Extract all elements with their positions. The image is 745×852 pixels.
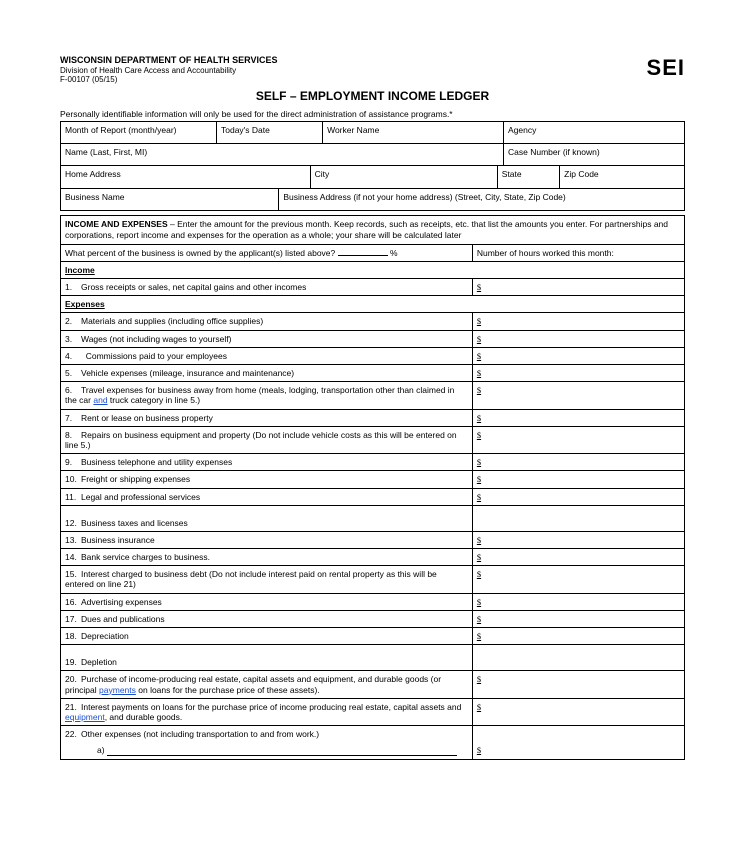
field-business-name[interactable]: Business Name — [61, 189, 279, 211]
line-3: 3.Wages (not including wages to yourself… — [61, 330, 473, 347]
field-business-address[interactable]: Business Address (if not your home addre… — [279, 189, 685, 211]
line-8-amount[interactable]: $ — [472, 426, 684, 453]
line-22a-blank[interactable] — [107, 755, 457, 756]
line-20-amount[interactable]: $ — [472, 671, 684, 698]
line-4-amount[interactable]: $ — [472, 347, 684, 364]
form-code: SEI — [647, 55, 685, 81]
line-20: 20.Purchase of income-producing real est… — [61, 671, 473, 698]
percent-question-text: What percent of the business is owned by… — [65, 248, 335, 258]
line-18: 18.Depreciation — [61, 628, 473, 645]
line-13-amount[interactable]: $ — [472, 531, 684, 548]
line-18-amount[interactable]: $ — [472, 628, 684, 645]
line-14-amount[interactable]: $ — [472, 549, 684, 566]
field-todays-date[interactable]: Today's Date — [217, 121, 323, 143]
line-13: 13.Business insurance — [61, 531, 473, 548]
line-6-amount[interactable]: $ — [472, 382, 684, 409]
field-month-of-report[interactable]: Month of Report (month/year) — [61, 121, 217, 143]
line-14: 14.Bank service charges to business. — [61, 549, 473, 566]
field-state[interactable]: State — [497, 166, 559, 188]
line-16-amount[interactable]: $ — [472, 593, 684, 610]
line-4: 4. Commissions paid to your employees — [61, 347, 473, 364]
line-22a-amount[interactable]: $ — [472, 742, 684, 759]
pii-note: Personally identifiable information will… — [60, 109, 685, 119]
division-name: Division of Health Care Access and Accou… — [60, 66, 278, 76]
line-15: 15.Interest charged to business debt (Do… — [61, 566, 473, 593]
line-7: 7.Rent or lease on business property — [61, 409, 473, 426]
document-page: WISCONSIN DEPARTMENT OF HEALTH SERVICES … — [0, 0, 745, 780]
percent-blank[interactable] — [338, 255, 388, 256]
applicant-info-table: Month of Report (month/year) Today's Dat… — [60, 121, 685, 144]
name-row: Name (Last, First, MI) Case Number (if k… — [60, 144, 685, 167]
field-home-address[interactable]: Home Address — [61, 166, 311, 188]
line-22a: a) — [61, 742, 473, 759]
expenses-label: Expenses — [61, 296, 685, 313]
line-15-amount[interactable]: $ — [472, 566, 684, 593]
field-case-number[interactable]: Case Number (if known) — [504, 144, 685, 166]
section-heading: INCOME AND EXPENSES – Enter the amount f… — [61, 216, 685, 244]
line-5: 5.Vehicle expenses (mileage, insurance a… — [61, 365, 473, 382]
line-11-amount[interactable]: $ — [472, 488, 684, 505]
line-6: 6.Travel expenses for business away from… — [61, 382, 473, 409]
income-expenses-section: INCOME AND EXPENSES – Enter the amount f… — [60, 215, 685, 759]
line-17: 17.Dues and publications — [61, 610, 473, 627]
line-12-amount[interactable] — [472, 505, 684, 531]
line-22: 22.Other expenses (not including transpo… — [61, 726, 473, 743]
line-3-amount[interactable]: $ — [472, 330, 684, 347]
field-agency[interactable]: Agency — [504, 121, 685, 143]
line-11: 11.Legal and professional services — [61, 488, 473, 505]
line-1-amount[interactable]: $ — [472, 279, 684, 296]
percent-symbol: % — [390, 248, 398, 258]
line-7-amount[interactable]: $ — [472, 409, 684, 426]
line-19-amount[interactable] — [472, 645, 684, 671]
header: WISCONSIN DEPARTMENT OF HEALTH SERVICES … — [60, 55, 685, 85]
line-8: 8.Repairs on business equipment and prop… — [61, 426, 473, 453]
field-city[interactable]: City — [310, 166, 497, 188]
line-10-amount[interactable]: $ — [472, 471, 684, 488]
field-zip[interactable]: Zip Code — [560, 166, 685, 188]
line-19: 19.Depletion — [61, 645, 473, 671]
department-name: WISCONSIN DEPARTMENT OF HEALTH SERVICES — [60, 55, 278, 66]
line-9-amount[interactable]: $ — [472, 454, 684, 471]
line-5-amount[interactable]: $ — [472, 365, 684, 382]
line-22-amount-top[interactable] — [472, 726, 684, 743]
field-worker-name[interactable]: Worker Name — [323, 121, 504, 143]
line-2: 2.Materials and supplies (including offi… — [61, 313, 473, 330]
line-12: 12.Business taxes and licenses — [61, 505, 473, 531]
percent-question: What percent of the business is owned by… — [61, 244, 473, 261]
field-name[interactable]: Name (Last, First, MI) — [61, 144, 504, 166]
line-21-amount[interactable]: $ — [472, 698, 684, 725]
department-block: WISCONSIN DEPARTMENT OF HEALTH SERVICES … — [60, 55, 278, 85]
business-row: Business Name Business Address (if not y… — [60, 189, 685, 212]
line-10: 10.Freight or shipping expenses — [61, 471, 473, 488]
address-row: Home Address City State Zip Code — [60, 166, 685, 189]
income-label: Income — [61, 261, 685, 278]
form-number: F-00107 (05/15) — [60, 75, 278, 85]
line-2-amount[interactable]: $ — [472, 313, 684, 330]
section-heading-label: INCOME AND EXPENSES — [65, 219, 168, 229]
form-title: SELF – EMPLOYMENT INCOME LEDGER — [60, 89, 685, 103]
line-16: 16.Advertising expenses — [61, 593, 473, 610]
line-17-amount[interactable]: $ — [472, 610, 684, 627]
line-9: 9.Business telephone and utility expense… — [61, 454, 473, 471]
hours-question[interactable]: Number of hours worked this month: — [472, 244, 684, 261]
line-21: 21.Interest payments on loans for the pu… — [61, 698, 473, 725]
line-1: 1.Gross receipts or sales, net capital g… — [61, 279, 473, 296]
